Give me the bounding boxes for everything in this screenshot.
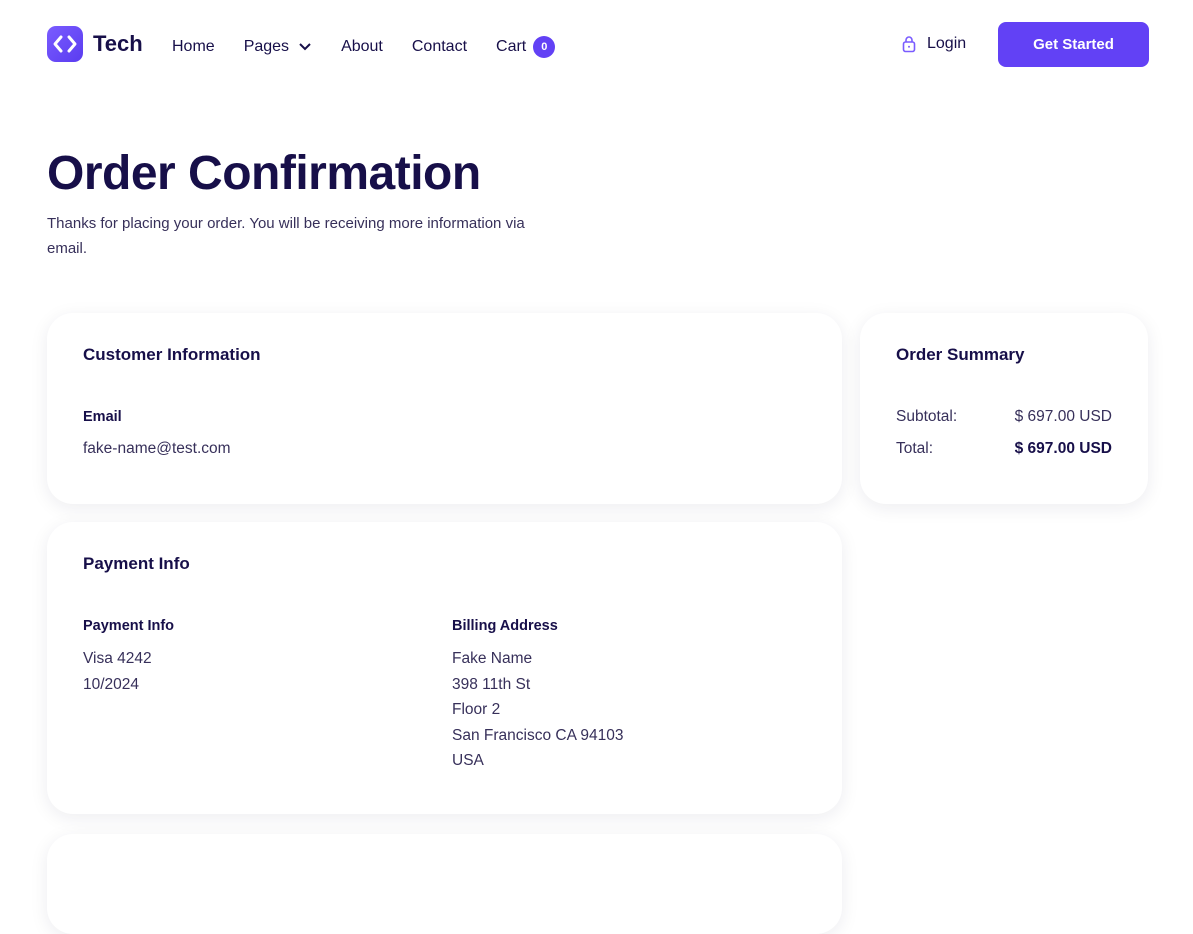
customer-info-card: Customer Information Email fake-name@tes…	[47, 313, 842, 504]
total-row: Total: $ 697.00 USD	[896, 440, 1112, 458]
billing-address-label: Billing Address	[452, 618, 558, 634]
card-number: Visa 4242	[83, 650, 152, 667]
code-icon	[47, 26, 83, 62]
page-subtitle: Thanks for placing your order. You will …	[47, 215, 525, 257]
nav-home[interactable]: Home	[172, 38, 215, 55]
logo[interactable]: Tech	[47, 26, 143, 62]
lock-icon	[902, 36, 916, 53]
total-label: Total:	[896, 440, 934, 457]
navbar: Tech Home Pages About Contact Cart 0 Logi…	[0, 0, 1193, 90]
address-line: USA	[452, 752, 484, 769]
address-line: 398 11th St	[452, 675, 531, 693]
nav-cart[interactable]: Cart 0	[496, 36, 556, 58]
nav-contact[interactable]: Contact	[411, 38, 468, 55]
subtotal-value: $ 697.00 USD	[1014, 408, 1112, 425]
email-label: Email	[83, 409, 122, 425]
payment-info-card: Payment Info Payment Info Visa 4242 10/2…	[47, 522, 842, 814]
get-started-button[interactable]: Get Started	[998, 22, 1149, 67]
billing-address: Fake Name 398 11th St Floor 2 San Franci…	[452, 646, 623, 774]
card-title: Order Summary	[896, 345, 1025, 364]
subtotal-row: Subtotal: $ 697.00 USD	[896, 408, 1112, 426]
login-link[interactable]: Login	[902, 35, 966, 53]
card-title: Payment Info	[83, 554, 190, 573]
card-title: Customer Information	[83, 345, 261, 364]
card-expiry: 10/2024	[83, 675, 140, 693]
address-line: Fake Name	[452, 650, 533, 667]
chevron-down-icon	[299, 43, 311, 51]
address-line: San Francisco CA 94103	[452, 726, 624, 744]
email-value: fake-name@test.com	[83, 440, 231, 457]
nav-pages-label: Pages	[243, 38, 290, 55]
subtotal-label: Subtotal:	[896, 408, 958, 425]
nav-about[interactable]: About	[341, 38, 383, 55]
login-label: Login	[927, 35, 967, 52]
nav-pages[interactable]: Pages	[244, 38, 312, 56]
nav-cart-label: Cart	[496, 38, 527, 55]
brand-name: Tech	[93, 31, 143, 56]
order-summary-card: Order Summary Subtotal: $ 697.00 USD Tota…	[860, 313, 1148, 504]
next-card	[47, 834, 842, 934]
page-title: Order Confirmation	[47, 147, 481, 200]
payment-info-label: Payment Info	[83, 618, 175, 634]
total-value: $ 697.00 USD	[1014, 440, 1112, 457]
address-line: Floor 2	[452, 701, 501, 718]
payment-card: Visa 4242 10/2024	[83, 646, 152, 697]
cart-count-badge: 0	[533, 36, 556, 58]
